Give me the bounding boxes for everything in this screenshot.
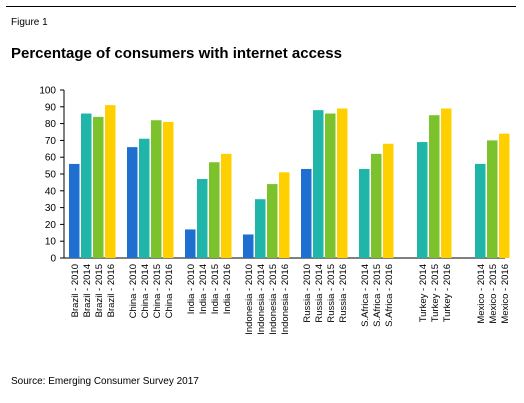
bar <box>267 184 278 258</box>
x-tick-label: China - 2010 <box>128 264 139 318</box>
bar <box>209 162 220 258</box>
x-tick-label: S.Africa - 2014 <box>360 264 371 327</box>
bar <box>337 108 348 258</box>
x-tick-label: India - 2016 <box>222 264 233 314</box>
bar <box>429 115 440 258</box>
bar <box>105 105 116 259</box>
bar <box>255 199 266 258</box>
bar <box>81 113 92 259</box>
bar <box>279 172 290 258</box>
x-tick-label: Russia - 2014 <box>314 264 325 323</box>
bar <box>93 116 104 258</box>
bar <box>163 121 174 258</box>
bar <box>127 147 138 258</box>
bar <box>221 153 232 258</box>
bar <box>313 110 324 258</box>
bar <box>499 133 510 258</box>
bar <box>301 168 312 258</box>
x-tick-label: Russia - 2010 <box>302 264 313 323</box>
x-tick-label: Russia - 2016 <box>338 264 349 323</box>
x-tick-label: S.Africa - 2015 <box>372 264 383 327</box>
y-tick-label: 0 <box>50 254 56 265</box>
y-tick-label: 30 <box>45 203 57 214</box>
x-tick-label: Indonesia - 2016 <box>280 264 291 335</box>
x-tick-label: Mexico - 2014 <box>476 264 487 324</box>
bar <box>243 234 254 258</box>
x-tick-label: Turkey - 2014 <box>418 264 429 322</box>
bar <box>359 168 370 258</box>
x-tick-label: Russia - 2015 <box>326 264 337 323</box>
bar <box>487 140 498 258</box>
chart-title: Percentage of consumers with internet ac… <box>11 45 342 62</box>
bar <box>139 138 150 258</box>
bar <box>441 108 452 258</box>
bar <box>417 142 428 258</box>
y-tick-label: 40 <box>45 186 57 197</box>
x-tick-label: India - 2010 <box>186 264 197 314</box>
source-note: Source: Emerging Consumer Survey 2017 <box>11 376 199 387</box>
bar <box>197 179 208 258</box>
figure-label: Figure 1 <box>11 17 48 28</box>
y-tick-label: 10 <box>45 237 57 248</box>
y-tick-label: 70 <box>45 136 57 147</box>
bar <box>69 163 80 258</box>
x-tick-label: Mexico - 2016 <box>500 264 511 324</box>
x-tick-label: Mexico - 2015 <box>488 264 499 324</box>
x-tick-label: Brazil - 2014 <box>82 264 93 317</box>
x-tick-label: India - 2014 <box>198 264 209 314</box>
x-tick-label: Turkey - 2016 <box>442 264 453 322</box>
y-tick-label: 20 <box>45 220 57 231</box>
y-tick-label: 50 <box>45 170 57 181</box>
x-tick-label: Indonesia - 2015 <box>268 264 279 335</box>
bar <box>475 163 486 258</box>
y-tick-label: 80 <box>45 119 57 130</box>
x-tick-label: China - 2016 <box>164 264 175 318</box>
y-tick-label: 90 <box>45 102 57 113</box>
bar <box>325 113 336 259</box>
x-tick-label: Indonesia - 2010 <box>244 264 255 335</box>
x-tick-label: China - 2014 <box>140 264 151 318</box>
bar <box>383 143 394 258</box>
x-tick-label: India - 2015 <box>210 264 221 314</box>
y-tick-label: 60 <box>45 153 57 164</box>
x-tick-label: S.Africa - 2016 <box>384 264 395 327</box>
bar <box>371 153 382 258</box>
x-tick-label: Brazil - 2016 <box>106 264 117 317</box>
top-rule <box>6 6 516 7</box>
x-tick-label: Turkey - 2015 <box>430 264 441 322</box>
x-tick-label: Brazil - 2010 <box>70 264 81 317</box>
x-tick-label: China - 2015 <box>152 264 163 318</box>
y-tick-label: 100 <box>39 86 56 97</box>
x-tick-label: Indonesia - 2014 <box>256 264 267 335</box>
bar <box>151 120 162 259</box>
bar <box>185 229 196 258</box>
x-tick-label: Brazil - 2015 <box>94 264 105 317</box>
